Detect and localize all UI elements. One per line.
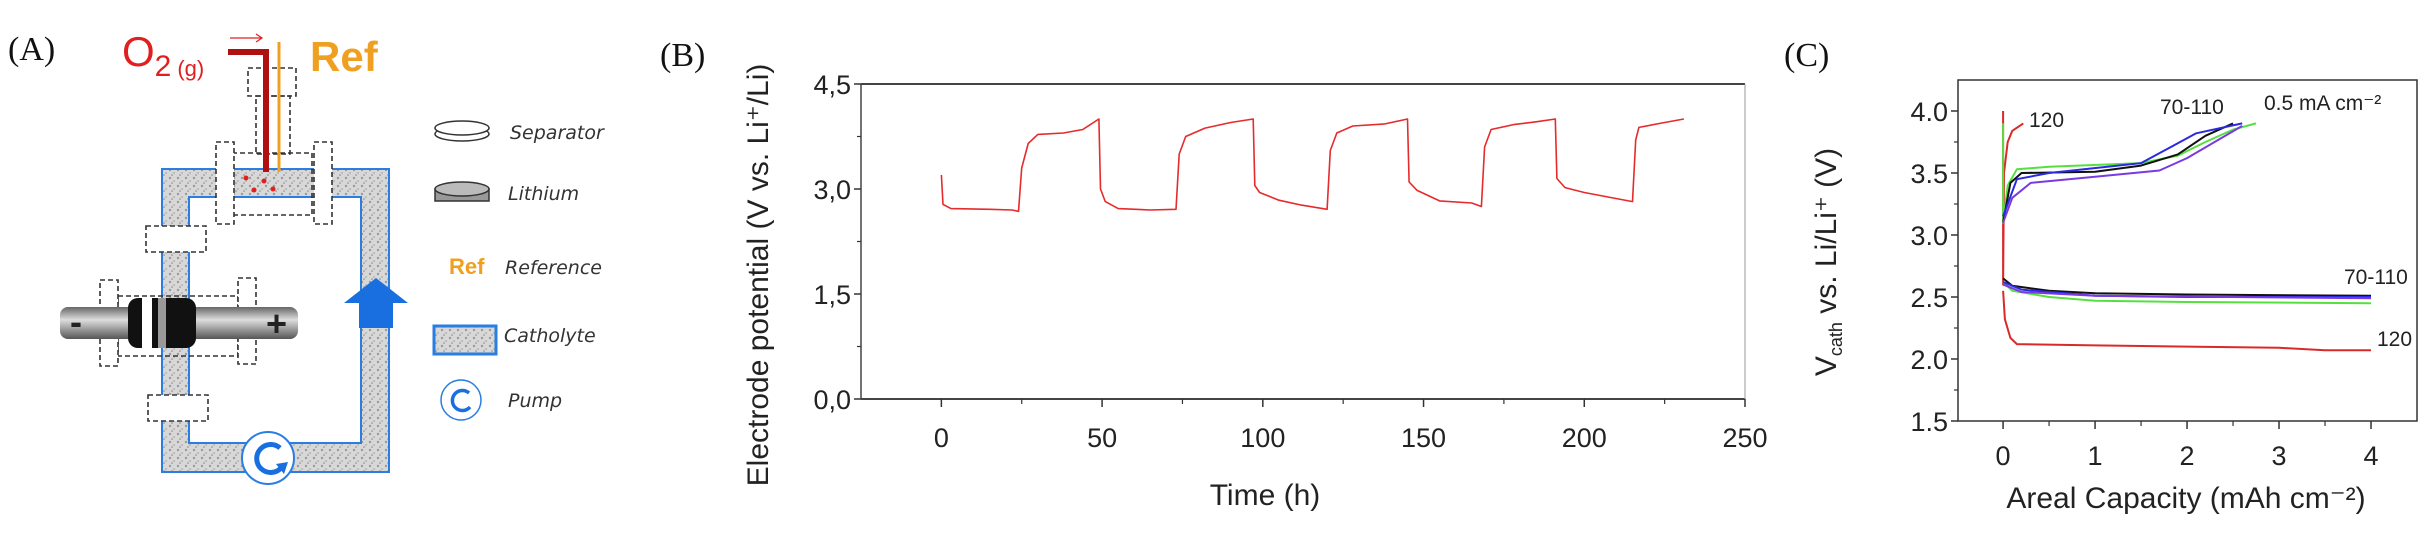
oxygen-tube (228, 49, 269, 172)
panel-c-y-tick-label: 4.0 (1910, 97, 1948, 127)
legend-catholyte: Catholyte (504, 325, 596, 347)
negative-terminal: - (70, 301, 82, 342)
legend-lithium: Lithium (508, 183, 579, 205)
panel-c-series-line-8 (2002, 125, 2243, 223)
panel-b-y-tick-label: 1,5 (813, 280, 851, 310)
legend-reference: Reference (505, 257, 602, 279)
pump-icon (241, 431, 295, 485)
panel-c-x-tick-label: 1 (2088, 441, 2103, 471)
gas-cell (99, 67, 333, 422)
reference-label: Ref (310, 33, 379, 80)
annotation-current-density: 0.5 mA cm⁻² (2264, 92, 2381, 115)
annotation-charge-70-110: 70-110 (2160, 96, 2224, 119)
panel-b-x-tick-label: 150 (1401, 423, 1446, 453)
panel-c-series-line-0 (2002, 111, 2024, 286)
panel-a-label: (A) (8, 31, 55, 68)
legend-pump: Pump (508, 390, 562, 412)
panel-b-x-tick-label: 100 (1240, 423, 1285, 453)
panel-b-y-tick-label: 0,0 (813, 385, 851, 415)
panel-c-y-tick-label: 1.5 (1910, 407, 1948, 437)
annotation-discharge-120: 120 (2377, 328, 2412, 351)
oxygen-gas-label: O2 (g) (122, 28, 204, 83)
catholyte-loop (161, 168, 390, 473)
annotation-charge-120: 120 (2029, 109, 2064, 132)
pump-legend-icon (440, 379, 482, 421)
panel-c-series-line-9 (2002, 283, 2372, 300)
oxygen-flow-arrow-icon (230, 33, 264, 43)
panel-c-y-tick-label: 3.0 (1910, 221, 1948, 251)
separator-band (142, 298, 152, 348)
panel-c-series-line-2 (2002, 122, 2257, 224)
catholyte-swatch-icon (432, 324, 498, 356)
panel-b-y-tick-label: 3,0 (813, 175, 851, 205)
panel-c-x-tick-label: 0 (1996, 441, 2011, 471)
panel-c-plot-frame (1957, 79, 2418, 422)
ref-text-icon: Ref (449, 254, 485, 279)
panel-c-x-tick-label: 2 (2180, 441, 2195, 471)
panel-c-xlabel: Areal Capacity (mAh cm⁻²) (2006, 482, 2365, 515)
lithium-band (158, 298, 166, 348)
panel-c-series-line-3 (2002, 281, 2372, 305)
panel-b-y-tick-label: 4,5 (813, 70, 851, 100)
panel-c-ylabel: Vcath vs. Li/Li⁺ (V) (1810, 148, 1846, 376)
oxygen-bubbles (243, 175, 276, 193)
panel-b-series-line-0 (940, 118, 1685, 213)
panel-c-series-line-4 (2002, 122, 2234, 223)
panel-b-x-tick-label: 200 (1562, 423, 1607, 453)
panel-b-x-tick-label: 50 (1087, 423, 1117, 453)
panel-c-y-tick-label: 3.5 (1910, 159, 1948, 189)
panel-b-ylabel: Electrode potential (V vs. Li⁺/Li) (742, 64, 775, 487)
panel-c-series-line-6 (2002, 122, 2243, 217)
panel-c-x-tick-label: 4 (2363, 441, 2378, 471)
legend: Separator Lithium Ref Reference Catholyt… (432, 120, 605, 421)
panel-b-label: (B) (660, 37, 705, 74)
panel-b-xlabel: Time (h) (1210, 479, 1321, 512)
panel-c-x-tick-label: 3 (2272, 441, 2287, 471)
panel-b-x-tick-label: 250 (1722, 423, 1767, 453)
annotation-discharge-70-110: 70-110 (2344, 266, 2408, 289)
panel-c-series-line-1 (2002, 290, 2371, 352)
panel-c-label: (C) (1784, 37, 1829, 74)
lithium-disc-icon (434, 181, 490, 202)
panel-b-x-tick-label: 0 (934, 423, 949, 453)
separator-disc-icon (434, 120, 490, 142)
panel-c-y-tick-label: 2.5 (1910, 283, 1948, 313)
positive-terminal: + (266, 303, 287, 344)
panel-a-diagram: (A) O2 (g) Ref - + Separator Lithium Ref … (8, 28, 605, 485)
flow-arrow-icon (344, 278, 408, 328)
panel-c-y-tick-label: 2.0 (1910, 345, 1948, 375)
legend-separator: Separator (510, 122, 605, 144)
